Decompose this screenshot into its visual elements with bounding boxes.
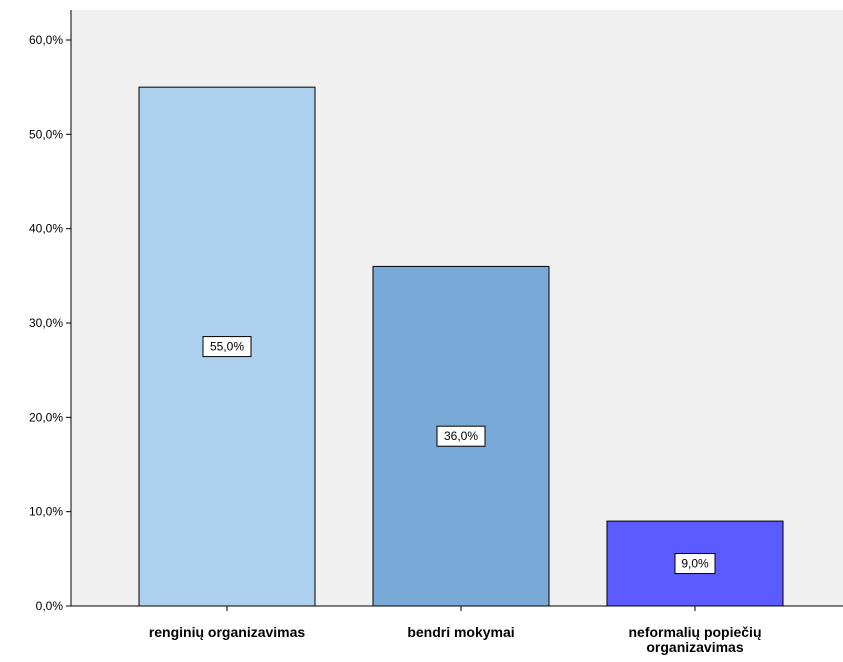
- data-label: 9,0%: [674, 553, 716, 575]
- y-axis: 0,0% 10,0% 20,0% 30,0% 40,0% 50,0% 60,0%: [29, 10, 72, 613]
- x-tick-label: renginių organizavimas: [149, 624, 306, 640]
- y-tick-label: 10,0%: [29, 505, 63, 519]
- data-label-text: 9,0%: [681, 557, 709, 571]
- data-label-box: [436, 425, 486, 447]
- data-label-text: 36,0%: [444, 429, 478, 443]
- x-axis: renginių organizavimas bendri mokymai nefo…: [71, 605, 843, 655]
- data-label: 36,0%: [436, 425, 486, 447]
- y-tick-label: 60,0%: [29, 33, 63, 47]
- y-tick-label: 20,0%: [29, 410, 63, 424]
- y-tick-label: 30,0%: [29, 316, 63, 330]
- data-label-box: [202, 336, 252, 358]
- y-tick-label: 40,0%: [29, 222, 63, 236]
- data-label-text: 55,0%: [210, 340, 244, 354]
- y-tick-label: 50,0%: [29, 127, 63, 141]
- data-labels: 55,0% 36,0% 9,0%: [202, 336, 716, 575]
- data-label: 55,0%: [202, 336, 252, 358]
- data-label-box: [674, 553, 716, 575]
- x-tick-label: neformalių popiečių: [628, 624, 761, 640]
- x-tick-label: bendri mokymai: [407, 624, 514, 640]
- x-tick-label: organizavimas: [646, 639, 743, 655]
- y-tick-label: 0,0%: [36, 599, 64, 613]
